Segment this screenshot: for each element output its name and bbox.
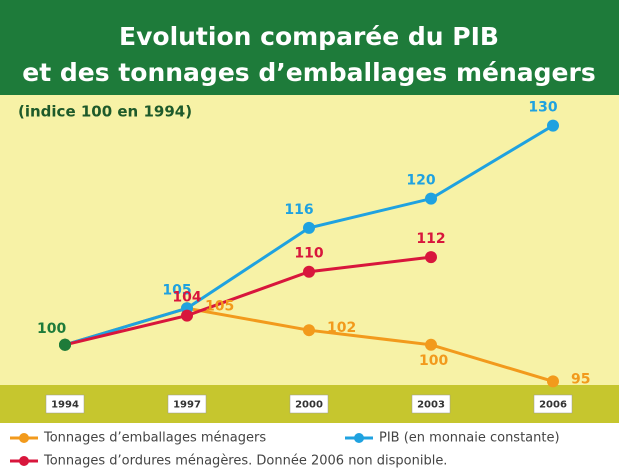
data-label: 105 xyxy=(205,298,234,314)
data-point xyxy=(181,309,193,322)
data-point xyxy=(425,338,437,351)
data-label: 100 xyxy=(419,353,448,369)
data-label: 130 xyxy=(528,100,557,116)
data-point xyxy=(425,251,437,264)
x-tick-box xyxy=(533,394,573,414)
legend-marker xyxy=(354,433,364,443)
data-label: 116 xyxy=(284,202,313,218)
data-point xyxy=(547,119,559,132)
title-band xyxy=(0,0,619,95)
data-label: 100 xyxy=(37,321,66,337)
legend-label: Tonnages d’emballages ménagers xyxy=(43,431,266,446)
data-label: 102 xyxy=(327,320,356,336)
legend-label: Tonnages d’ordures ménagères. Donnée 200… xyxy=(43,454,447,469)
chart-subtitle: et des tonnages d’emballages ménagers xyxy=(22,58,595,87)
legend-marker xyxy=(19,456,29,466)
x-tick-label: 2000 xyxy=(295,400,323,411)
data-point xyxy=(303,324,315,337)
data-point xyxy=(303,221,315,234)
plot-area xyxy=(0,95,619,385)
legend-label: PIB (en monnaie constante) xyxy=(379,431,560,446)
data-point xyxy=(303,265,315,278)
x-tick-label: 1997 xyxy=(173,400,201,411)
x-tick-box xyxy=(289,394,329,414)
data-label: 110 xyxy=(294,246,323,262)
x-tick-label: 1994 xyxy=(51,400,79,411)
x-tick-label: 2003 xyxy=(417,400,445,411)
x-tick-label: 2006 xyxy=(539,400,567,411)
data-label: 120 xyxy=(406,173,435,189)
data-point xyxy=(547,375,559,388)
data-label: 105 xyxy=(162,282,191,298)
chart-title: Evolution comparée du PIB xyxy=(119,22,499,51)
annotation: (indice 100 en 1994) xyxy=(18,103,192,121)
x-tick-box xyxy=(411,394,451,414)
data-label: 95 xyxy=(571,371,590,387)
data-point xyxy=(425,192,437,205)
x-tick-box xyxy=(45,394,85,414)
legend-marker xyxy=(19,433,29,443)
series-line xyxy=(64,255,432,347)
data-label: 104 xyxy=(172,290,201,306)
x-tick-box xyxy=(167,394,207,414)
data-point xyxy=(59,338,71,351)
data-label: 112 xyxy=(416,231,445,247)
